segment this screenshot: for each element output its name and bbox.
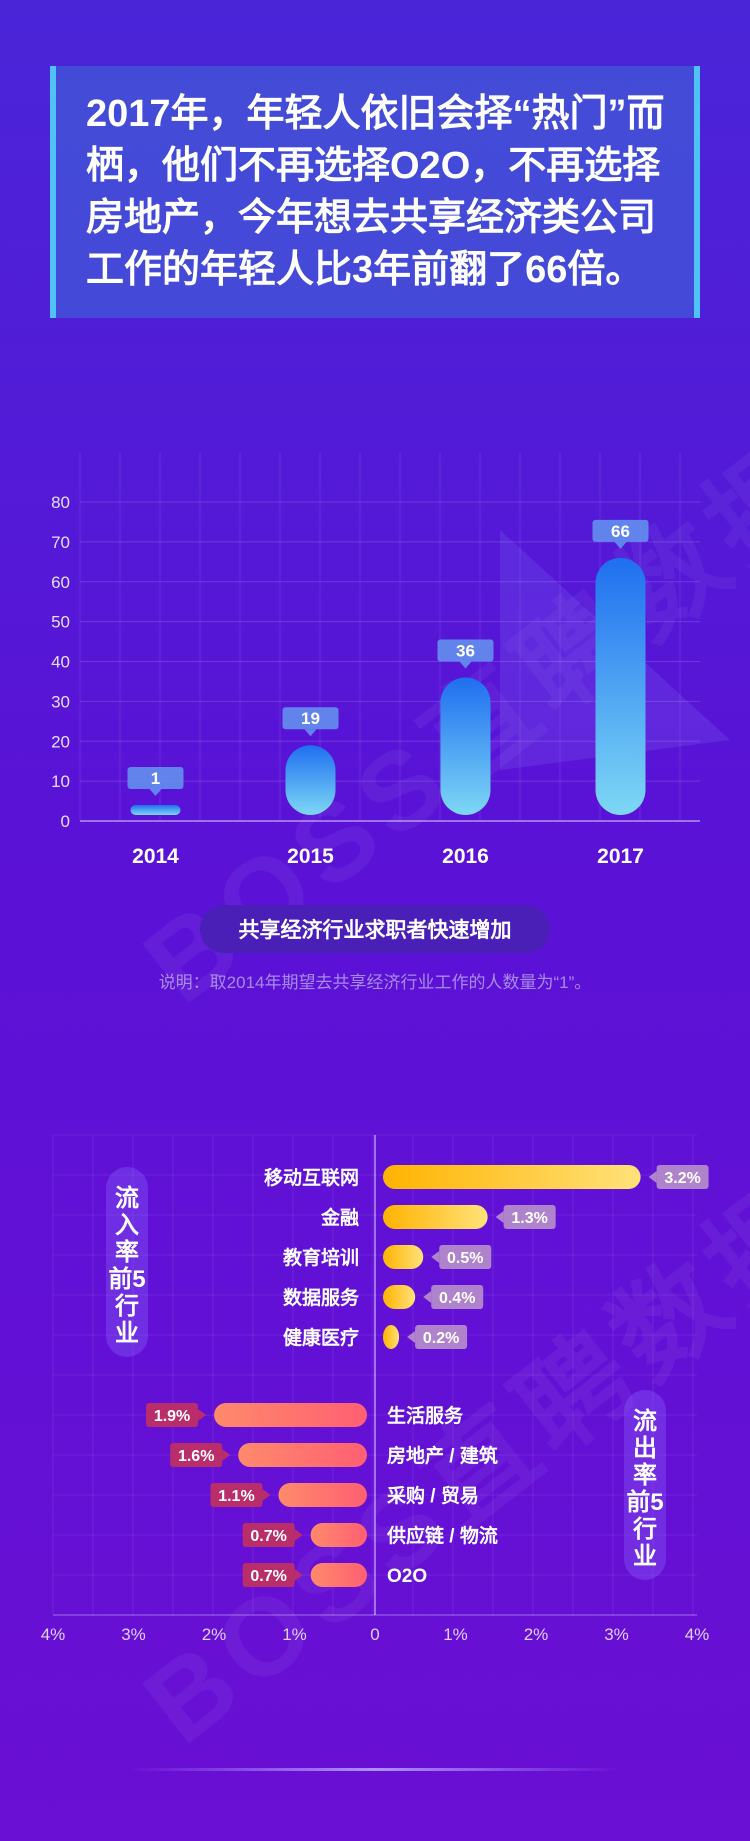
chart-note: 说明：取2014年期望去共享经济行业工作的人数量为“1”。 (158, 973, 592, 992)
y-tick-label: 80 (51, 493, 70, 512)
inflow-category-label: 健康医疗 (283, 1326, 359, 1349)
x-tick-label: 2016 (442, 845, 489, 868)
chart-caption: 共享经济行业求职者快速增加 (200, 905, 550, 953)
chart-caption-text: 共享经济行业求职者快速增加 (238, 919, 512, 942)
x-tick-label: 3% (121, 1625, 146, 1644)
value-box (242, 1523, 295, 1547)
value-box (503, 1205, 556, 1229)
outflow-category-label: 采购 / 贸易 (387, 1484, 479, 1507)
data-label-box (592, 519, 649, 542)
data-label: 19 (301, 709, 320, 728)
inflow-value-label: 0.2% (423, 1330, 459, 1347)
data-label-box (282, 707, 339, 730)
data-label-pointer (459, 661, 472, 669)
y-tick-label: 30 (51, 692, 70, 711)
value-pointer (495, 1211, 504, 1223)
outflow-value-label: 1.6% (178, 1448, 214, 1465)
bar (440, 677, 491, 815)
x-tick-label: 2% (202, 1625, 227, 1644)
data-label-pointer (304, 729, 317, 737)
flow-chart: 4% 3% 2% 1% 0 1% 2% 3% 4% 移动互联网 3.2% 金融 1.3% 教育培训 0.5%… (41, 1134, 710, 1644)
data-label: 66 (611, 522, 630, 541)
inflow-category-label: 教育培训 (283, 1246, 359, 1269)
outflow-value-label: 1.1% (218, 1488, 254, 1505)
y-tick-label: 50 (51, 613, 70, 632)
value-box (146, 1403, 199, 1427)
x-tick-label: 2015 (287, 845, 334, 868)
data-label-pointer (149, 789, 162, 796)
headline: 2017年，年轻人依旧会择“热门”而栖，他们不再选择O2O，不再选择房地产，今年… (86, 93, 665, 291)
inflow-value-label: 1.3% (511, 1210, 547, 1227)
outflow-bar (278, 1483, 367, 1507)
y-tick-label: 10 (51, 772, 70, 791)
x-tick-label: 1% (443, 1625, 468, 1644)
value-pointer (431, 1251, 440, 1263)
data-label: 1 (151, 769, 160, 788)
outflow-value-label: 0.7% (250, 1528, 286, 1545)
outflow-bar (310, 1563, 367, 1587)
bar (285, 745, 336, 815)
value-box (439, 1245, 492, 1269)
inflow-category-label: 数据服务 (283, 1286, 360, 1309)
outflow-category-label: 供应链 / 物流 (386, 1524, 498, 1547)
inflow-bar (383, 1325, 400, 1349)
inflow-category-label: 移动互联网 (264, 1166, 359, 1189)
x-tick-label: 3% (604, 1625, 629, 1644)
x-tick-label: 2% (524, 1625, 549, 1644)
bar (595, 557, 646, 815)
x-tick-label: 2014 (132, 845, 179, 868)
value-pointer (262, 1489, 271, 1501)
y-tick-label: 0 (61, 812, 70, 831)
value-pointer (294, 1529, 303, 1541)
inflow-bar (383, 1165, 641, 1189)
y-tick-label: 40 (51, 653, 70, 672)
outflow-category-label: O2O (387, 1566, 427, 1587)
value-box (210, 1483, 263, 1507)
y-tick-label: 70 (51, 533, 70, 552)
data-label-box (437, 639, 494, 662)
inflow-category-label: 金融 (320, 1206, 359, 1229)
x-tick-label: 2017 (597, 845, 644, 868)
outflow-value-label: 1.9% (154, 1408, 190, 1425)
value-pointer (407, 1331, 416, 1343)
outflow-bar (238, 1443, 367, 1467)
value-box (415, 1325, 468, 1349)
x-tick-label: 0 (370, 1625, 379, 1644)
data-label-pointer (614, 541, 627, 549)
outflow-bar (310, 1523, 367, 1547)
inflow-value-label: 0.5% (447, 1250, 483, 1267)
value-pointer (423, 1291, 432, 1303)
value-box (656, 1165, 709, 1189)
bar-chart: 0 10 20 30 40 50 60 70 80 1 2014 19 2015 36 2016 66 2017 (51, 452, 700, 868)
outflow-value-label: 0.7% (250, 1568, 286, 1585)
inflow-label: 流入率前5行业 (106, 1167, 148, 1357)
inflow-bar (383, 1245, 424, 1269)
value-pointer (222, 1449, 231, 1461)
y-tick-label: 20 (51, 732, 70, 751)
value-box (242, 1563, 295, 1587)
value-box (431, 1285, 484, 1309)
outflow-label: 流出率前5行业 (624, 1390, 666, 1580)
data-label-box (127, 767, 184, 789)
bar (130, 805, 181, 815)
value-box (170, 1443, 223, 1467)
data-label: 36 (456, 641, 475, 660)
x-tick-label: 4% (41, 1625, 66, 1644)
outflow-bar (214, 1403, 367, 1427)
value-pointer (198, 1409, 207, 1421)
x-tick-label: 4% (685, 1625, 710, 1644)
value-pointer (294, 1569, 303, 1581)
x-tick-label: 1% (282, 1625, 307, 1644)
inflow-bar (383, 1205, 488, 1229)
inflow-value-label: 0.4% (439, 1290, 475, 1307)
outflow-category-label: 生活服务 (387, 1404, 464, 1427)
bottom-divider (130, 1768, 620, 1771)
value-pointer (648, 1171, 657, 1183)
outflow-category-label: 房地产 / 建筑 (387, 1444, 498, 1467)
inflow-value-label: 3.2% (664, 1170, 700, 1187)
inflow-bar (383, 1285, 416, 1309)
headline-box: 2017年，年轻人依旧会择“热门”而栖，他们不再选择O2O，不再选择房地产，今年… (50, 66, 700, 318)
y-tick-label: 60 (51, 573, 70, 592)
